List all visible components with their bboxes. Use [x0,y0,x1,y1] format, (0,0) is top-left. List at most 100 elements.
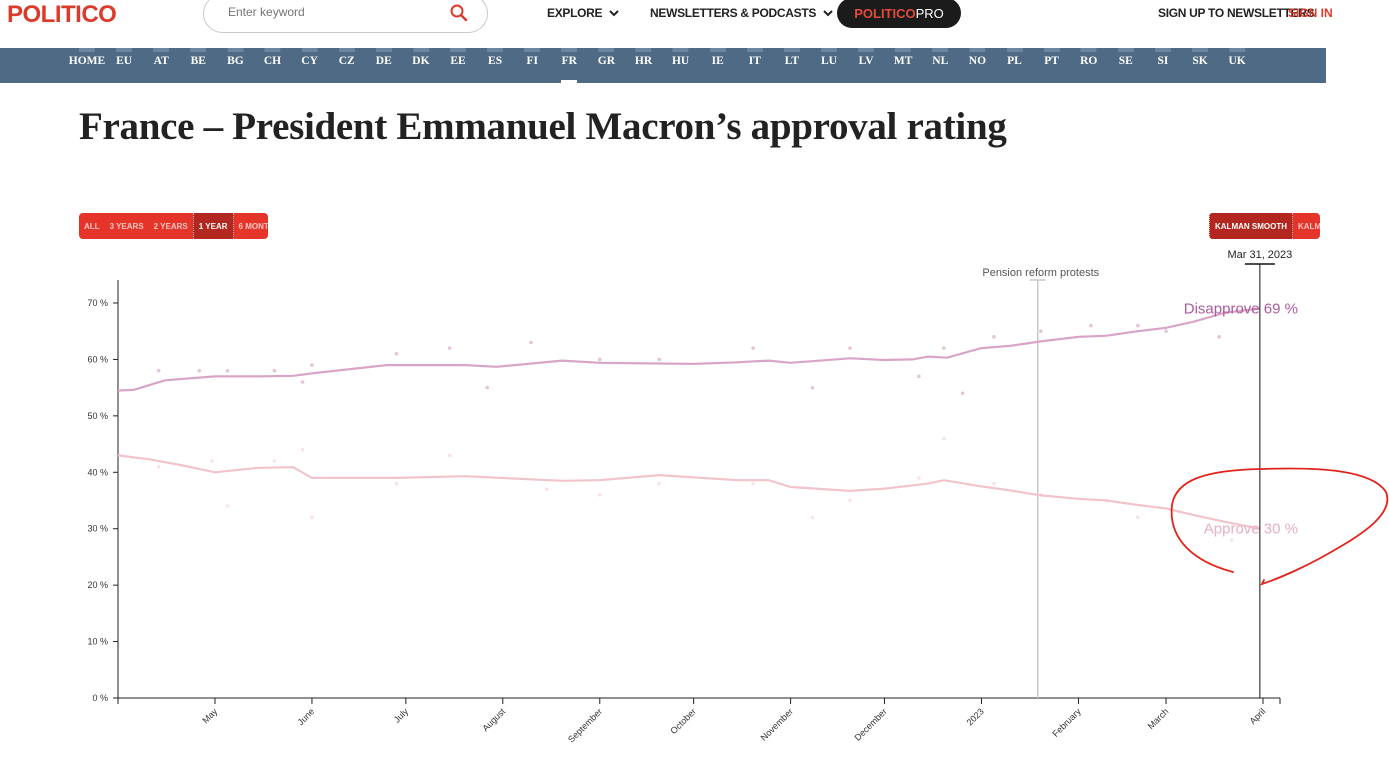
country-tab-lv[interactable]: LV [858,48,875,83]
country-tab-de[interactable]: DE [375,48,392,83]
country-tab-label: SE [1118,55,1133,67]
flag-icon [487,48,504,52]
x-tick-label: November [759,706,795,742]
country-tab-lu[interactable]: LU [821,48,837,83]
country-tab-ch[interactable]: CH [264,48,281,83]
approve-poll-dot [657,481,662,486]
search-input[interactable] [228,5,438,19]
country-tab-eu[interactable]: EU [116,48,133,83]
flag-icon [561,48,578,52]
disapprove-line [117,307,1261,392]
flag-icon [1192,48,1208,52]
country-tab-label: EE [450,55,466,67]
smoothing-mode-selector: KALMAN SMOOTH KALMAN [1209,213,1320,239]
pro-label-politico: POLITICO [854,5,916,21]
mode-button-kalman-smooth[interactable]: KALMAN SMOOTH [1209,213,1293,239]
flag-icon [858,48,875,52]
approve-poll-dot [942,436,946,441]
flag-icon [1006,48,1023,52]
x-tick-label: February [1050,706,1083,739]
time-range-selector: ALL 3 YEARS 2 YEARS 1 YEAR 6 MONTHS [79,213,268,239]
politico-pro-button[interactable]: POLITICO PRO [837,0,961,28]
x-tick-label: June [295,706,316,727]
flag-icon [1229,48,1246,52]
approve-poll-dot [447,453,452,458]
range-button-1-year[interactable]: 1 YEAR [192,213,234,239]
search-box[interactable] [203,0,488,33]
country-tab-gr[interactable]: GR [598,48,615,83]
range-button-3-years[interactable]: 3 YEARS [109,221,144,231]
signup-newsletters-link[interactable]: SIGN UP TO NEWSLETTERS [1158,6,1315,20]
disapprove-poll-dot [751,346,755,350]
country-tab-sk[interactable]: SK [1192,48,1208,83]
y-tick-label: 10 % [87,637,108,647]
signin-link[interactable]: SIGN IN [1288,6,1333,20]
country-tab-hu[interactable]: HU [672,48,689,83]
range-button-2-years[interactable]: 2 YEARS [153,221,188,231]
country-tab-home[interactable]: HOME [69,48,105,83]
country-tab-cy[interactable]: CY [301,48,318,83]
approve-poll-dot [917,476,921,480]
country-tab-label: CH [263,55,282,67]
politico-logo[interactable]: POLITICO [7,1,117,28]
country-tab-label: HR [634,55,653,67]
flag-icon [375,48,392,52]
country-tab-mt[interactable]: MT [894,48,912,83]
country-tab-label: IT [748,55,761,67]
country-tab-pl[interactable]: PL [1006,48,1023,83]
range-button-all[interactable]: ALL [84,221,100,231]
approve-poll-dot [310,515,314,520]
search-icon[interactable] [449,3,469,23]
flag-icon [116,48,133,52]
disapprove-poll-dot [272,368,277,373]
country-tab-hr[interactable]: HR [635,48,652,83]
y-tick-label: 0 % [92,693,108,703]
country-tab-fr[interactable]: FR [561,48,578,83]
country-tab-dk[interactable]: DK [412,48,430,83]
country-tab-it[interactable]: IT [746,48,763,83]
country-tab-no[interactable]: NO [969,48,986,83]
country-tab-fi[interactable]: FI [524,48,541,83]
newsletters-menu[interactable]: NEWSLETTERS & PODCASTS [650,6,834,20]
country-tab-nl[interactable]: NL [932,48,949,83]
disapprove-poll-dot [447,346,452,350]
country-tab-bg[interactable]: BG [227,48,244,83]
flag-icon [227,48,244,52]
country-tab-si[interactable]: SI [1154,48,1171,83]
country-tab-ro[interactable]: RO [1080,48,1097,83]
flag-icon [1117,48,1134,52]
country-tab-at[interactable]: AT [153,48,170,83]
country-tab-pt[interactable]: PT [1043,48,1060,83]
country-tab-uk[interactable]: UK [1228,48,1246,83]
flag-icon [783,48,800,52]
explore-menu[interactable]: EXPLORE [547,6,620,20]
country-tab-label: BG [227,55,244,67]
country-tab-es[interactable]: ES [487,48,504,83]
disapprove-poll-dot [300,380,305,384]
country-tab-lt[interactable]: LT [783,48,800,83]
approve-poll-dot [225,504,230,508]
flag-icon [264,48,281,52]
country-tab-label: UK [1228,55,1246,67]
cursor-date-label: Mar 31, 2023 [1227,249,1292,261]
country-tab-cz[interactable]: CZ [338,48,355,83]
country-tab-se[interactable]: SE [1117,48,1134,83]
country-tab-be[interactable]: BE [190,48,207,83]
explore-label: EXPLORE [547,6,603,20]
flag-icon [709,48,726,52]
country-tab-label: LT [784,55,800,67]
country-tab-label: CZ [338,55,355,67]
country-tab-ee[interactable]: EE [450,48,466,83]
country-tab-label: DK [412,55,430,67]
disapprove-poll-dot [225,368,230,373]
mode-button-kalman[interactable]: KALMAN [1298,221,1320,231]
range-button-6-months[interactable]: 6 MONTHS [238,221,268,231]
country-tab-label: HU [671,55,690,67]
disapprove-poll-dot [657,357,662,362]
approve-poll-dot [394,481,399,486]
flag-icon [153,48,170,52]
country-tab-label: EU [116,55,133,67]
country-tab-ie[interactable]: IE [709,48,726,83]
x-tick-label: 2023 [965,706,986,727]
country-tab-label: FR [561,55,577,67]
